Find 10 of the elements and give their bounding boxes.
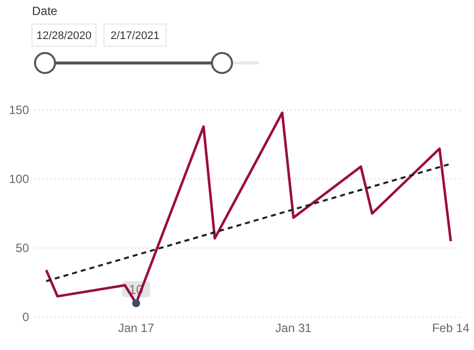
y-tick-label: 100 — [8, 172, 30, 186]
text: Date — [32, 4, 58, 18]
x-tick-label: Feb 14 — [432, 321, 470, 335]
text: 12/28/2020 — [36, 30, 92, 42]
x-tick-label: Jan 17 — [118, 321, 154, 335]
y-tick-label: 150 — [8, 103, 30, 117]
y-tick-label: 0 — [22, 310, 30, 324]
y-tick-label: 50 — [16, 241, 30, 255]
text: 2/17/2021 — [110, 30, 160, 42]
x-tick-label: Jan 31 — [275, 321, 312, 335]
